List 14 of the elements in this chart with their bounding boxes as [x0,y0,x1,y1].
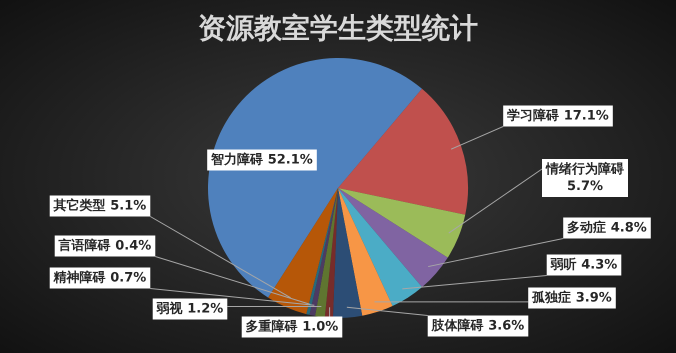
slice-label: 智力障碍 52.1% [210,151,313,168]
data-label: 5.7% [566,178,604,194]
slice-label: 其它类型 5.1% [52,197,146,214]
slice-label: 肢体障碍 3.6% [430,317,524,334]
slice-label: 弱听 4.3% [550,256,618,272]
slice-label: 孤独症 3.9% [531,289,612,306]
slice-label: 弱视 1.2% [156,300,224,316]
slice-label: 精神障碍 0.7% [52,269,146,286]
slice-label: 学习障碍 17.1% [507,107,609,124]
slice-label: 情绪行为障碍 [545,160,624,177]
slice-label: 言语障碍 0.4% [58,237,152,254]
chart-title: 资源教室学生类型统计 [198,11,478,44]
slice-label: 多动症 4.8% [567,219,647,236]
slice-label: 多重障碍 1.0% [246,318,338,334]
